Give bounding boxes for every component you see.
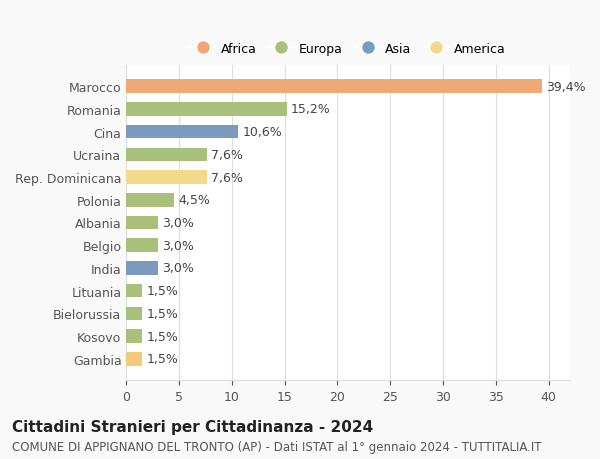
Text: 3,0%: 3,0% bbox=[162, 262, 194, 275]
Text: 1,5%: 1,5% bbox=[146, 307, 178, 320]
Bar bbox=[127, 307, 142, 320]
Text: 4,5%: 4,5% bbox=[178, 194, 210, 207]
Text: 15,2%: 15,2% bbox=[291, 103, 331, 116]
Text: 3,0%: 3,0% bbox=[162, 217, 194, 230]
Bar bbox=[127, 80, 542, 94]
Text: 10,6%: 10,6% bbox=[242, 126, 282, 139]
Bar bbox=[127, 194, 174, 207]
Text: 7,6%: 7,6% bbox=[211, 149, 242, 162]
Text: 1,5%: 1,5% bbox=[146, 285, 178, 297]
Bar bbox=[127, 103, 287, 117]
Text: COMUNE DI APPIGNANO DEL TRONTO (AP) - Dati ISTAT al 1° gennaio 2024 - TUTTITALIA: COMUNE DI APPIGNANO DEL TRONTO (AP) - Da… bbox=[12, 441, 542, 453]
Text: 7,6%: 7,6% bbox=[211, 171, 242, 184]
Text: Cittadini Stranieri per Cittadinanza - 2024: Cittadini Stranieri per Cittadinanza - 2… bbox=[12, 419, 373, 434]
Bar bbox=[127, 171, 206, 185]
Bar bbox=[127, 239, 158, 252]
Bar bbox=[127, 262, 158, 275]
Bar bbox=[127, 216, 158, 230]
Text: 39,4%: 39,4% bbox=[547, 81, 586, 94]
Legend: Africa, Europa, Asia, America: Africa, Europa, Asia, America bbox=[185, 38, 511, 61]
Bar bbox=[127, 126, 238, 139]
Bar bbox=[127, 284, 142, 298]
Bar bbox=[127, 330, 142, 343]
Text: 3,0%: 3,0% bbox=[162, 239, 194, 252]
Text: 1,5%: 1,5% bbox=[146, 353, 178, 365]
Bar bbox=[127, 148, 206, 162]
Text: 1,5%: 1,5% bbox=[146, 330, 178, 343]
Bar bbox=[127, 352, 142, 366]
